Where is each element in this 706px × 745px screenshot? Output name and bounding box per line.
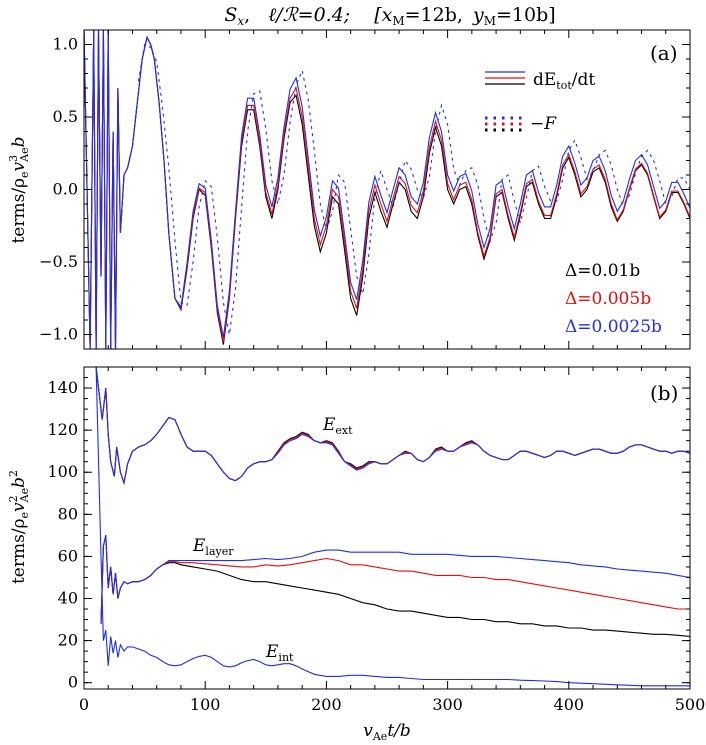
panel-b: 0 100 200 300 400 500 0 20 40 60 80 100 120 140 (b) E…	[7, 366, 706, 743]
y-tick-label: 0.0	[53, 180, 78, 199]
panel-a-label: (a)	[650, 41, 678, 65]
panel-a-ticks: −1.0 −0.5 0.0 0.5 1.0	[39, 29, 691, 350]
series-line-b-6	[95, 367, 690, 687]
series-line-b-2	[95, 367, 690, 485]
y-tick-label: 60	[58, 546, 78, 565]
y-tick-label: 40	[58, 589, 78, 608]
y-tick-label: 1.0	[53, 35, 78, 54]
y-tick-label: 0.5	[53, 107, 78, 126]
series-line-b-3	[100, 535, 690, 637]
figure-title: Sx, ℓ/ℛ=0.4; [xM=12b, yM=10b]	[224, 4, 555, 28]
series-line-b-5	[100, 535, 690, 624]
x-tick-label: 100	[190, 695, 221, 714]
panel-b-ticks: 0 100 200 300 400 500 0 20 40 60 80 100 120 140	[47, 366, 706, 714]
label-e-ext: Eext	[322, 415, 353, 437]
delta-label-00025: Δ=0.0025b	[565, 317, 662, 337]
delta-label-0005: Δ=0.005b	[565, 289, 651, 309]
legend-solid-label: dEtot/dt	[533, 70, 595, 92]
y-tick-label: −1.0	[39, 325, 78, 344]
delta-label-001: Δ=0.01b	[565, 261, 640, 281]
x-tick-label: 400	[554, 695, 585, 714]
panel-b-label: (b)	[650, 381, 678, 405]
panel-a-curves	[84, 30, 690, 349]
panel-b-frame	[83, 366, 691, 690]
y-tick-label: 140	[47, 378, 78, 397]
y-tick-label: −0.5	[39, 252, 78, 271]
panel-b-ylabel: terms/ρev2Aeb2	[7, 470, 31, 584]
y-tick-label: 120	[47, 420, 78, 439]
label-e-int: Eint	[265, 642, 294, 664]
x-tick-label: 200	[311, 695, 342, 714]
panel-b-xlabel: vAet/b	[363, 721, 411, 743]
panel-a: −1.0 −0.5 0.0 0.5 1.0 (a) dEtot/dt −F Δ=0.01…	[7, 29, 691, 350]
x-tick-label: 0	[79, 695, 89, 714]
label-e-layer: Elayer	[192, 536, 234, 558]
y-tick-label: 80	[58, 504, 78, 523]
series-line-b-1	[95, 367, 690, 485]
legend-dotted-label: −F	[530, 114, 557, 134]
y-tick-label: 0	[68, 673, 78, 692]
x-tick-label: 500	[675, 695, 706, 714]
y-tick-label: 100	[47, 462, 78, 481]
legend: dEtot/dt −F	[485, 70, 595, 134]
panel-a-ylabel: terms/ρev3Aeb	[7, 136, 31, 243]
series-line-b-0	[95, 367, 690, 485]
panel-b-curves	[95, 367, 690, 687]
y-tick-label: 20	[58, 631, 78, 650]
x-tick-label: 300	[432, 695, 463, 714]
